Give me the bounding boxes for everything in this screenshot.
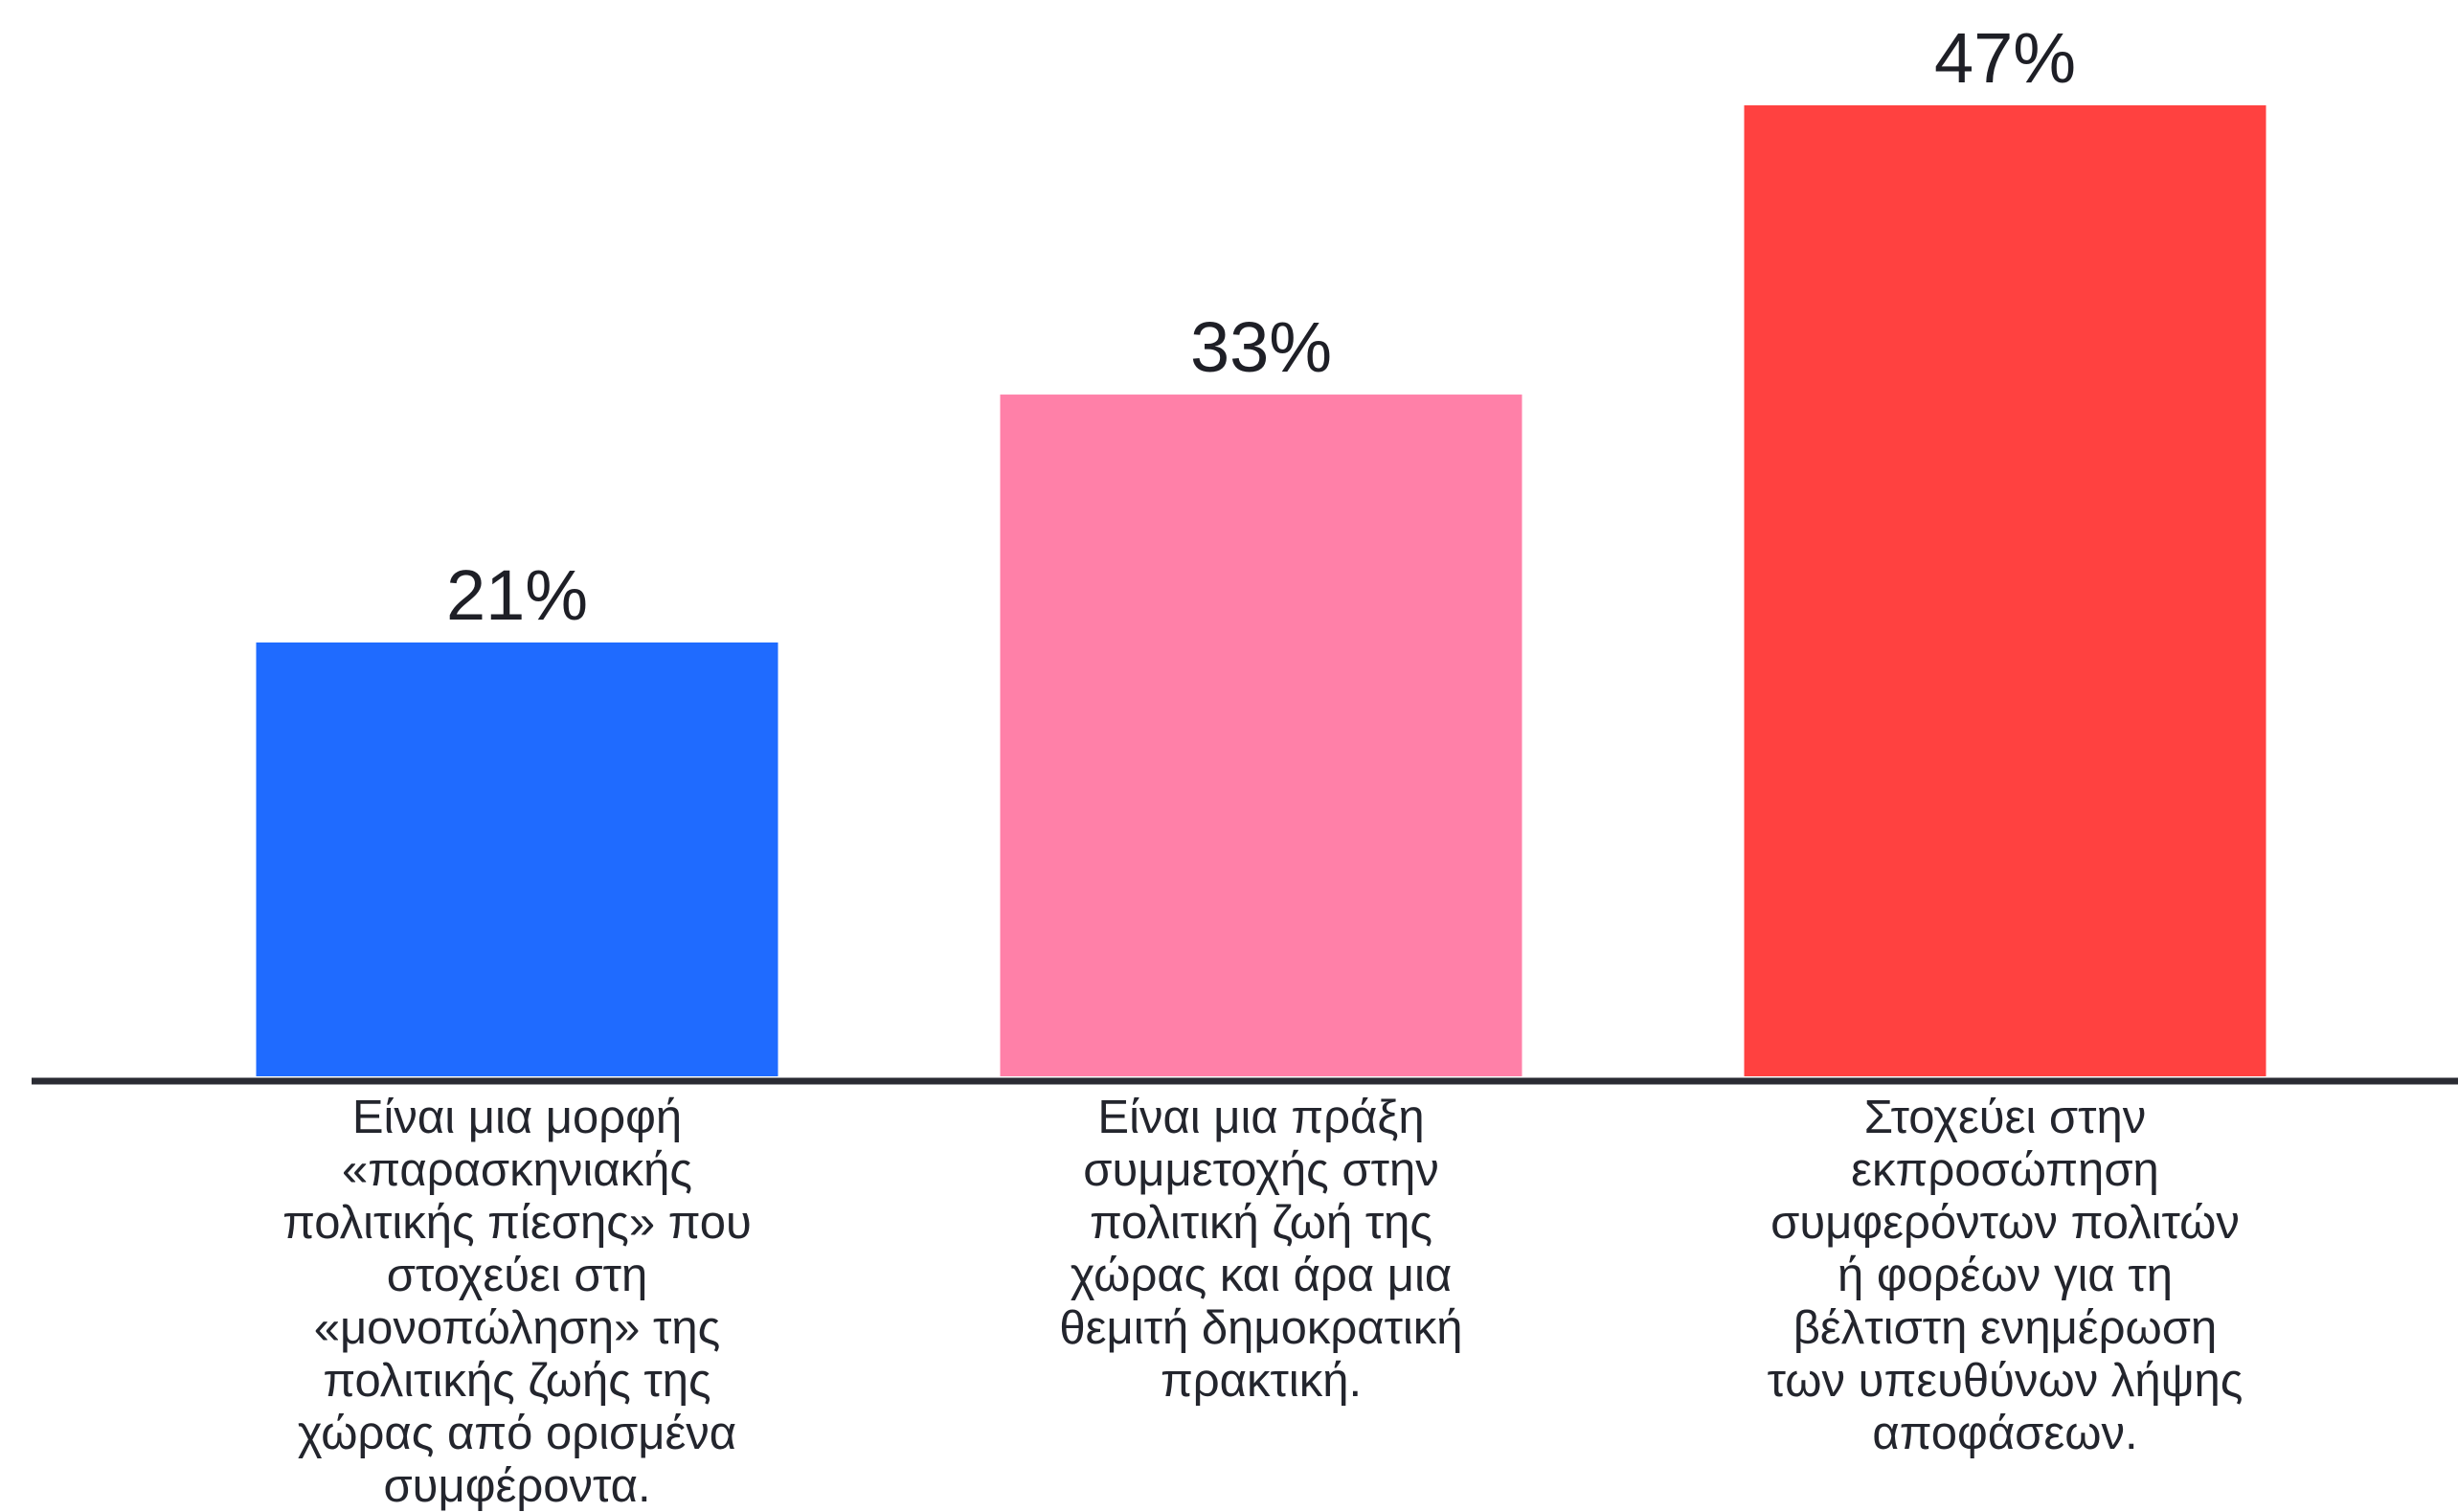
value-label-3: 47% <box>1934 18 2076 98</box>
bars-layer <box>256 105 2266 1076</box>
bar-2 <box>1000 395 1522 1076</box>
value-label-1: 21% <box>446 555 588 635</box>
category-label-2: Είναι μια πράξη συμμετοχής στην πολιτική… <box>1059 1092 1463 1407</box>
value-labels-layer: 21% 33% 47% <box>446 18 2076 635</box>
bar-3 <box>1744 105 2266 1076</box>
category-label-1: Είναι μια μορφή «παρασκηνιακής πολιτικής… <box>282 1092 752 1512</box>
bar-1 <box>256 642 778 1076</box>
category-label-3: Στοχεύει στην εκπροσώπηση συμφερόντων πο… <box>1767 1092 2244 1459</box>
value-label-2: 33% <box>1190 307 1332 387</box>
